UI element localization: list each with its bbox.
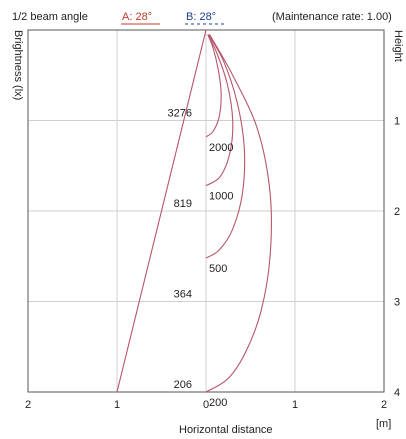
isolux-label-200: 200 bbox=[209, 397, 227, 409]
center-illuminance-206: 206 bbox=[174, 379, 192, 391]
y-axis-left-label: Brightness (lx) bbox=[12, 30, 24, 100]
y-tick-label: 1 bbox=[394, 116, 400, 128]
y-tick-label: 4 bbox=[394, 387, 400, 399]
x-axis-label: Horizontal distance bbox=[179, 424, 273, 436]
isolux-curve-1000 bbox=[206, 35, 233, 186]
center-illuminance-3276: 3276 bbox=[168, 108, 192, 120]
x-axis-unit: [m] bbox=[376, 418, 391, 430]
y-axis-right-label: Height bbox=[392, 30, 404, 62]
y-tick-label: 3 bbox=[394, 297, 400, 309]
isolux-label-2000: 2000 bbox=[209, 142, 233, 154]
maintenance-rate: (Maintenance rate: 1.00) bbox=[272, 11, 392, 23]
x-tick-label: 1 bbox=[292, 399, 298, 411]
beam-b-label: B: 28° bbox=[186, 11, 216, 23]
isolux-label-500: 500 bbox=[209, 263, 227, 275]
y-tick-label: 2 bbox=[394, 206, 400, 218]
x-tick-label: 2 bbox=[25, 399, 31, 411]
center-illuminance-819: 819 bbox=[174, 198, 192, 210]
center-illuminance-364: 364 bbox=[174, 289, 192, 301]
x-tick-label: 2 bbox=[381, 399, 387, 411]
beam-angle-label: 1/2 beam angle bbox=[12, 11, 88, 23]
beam-a-label: A: 28° bbox=[122, 11, 152, 23]
x-tick-label: 1 bbox=[114, 399, 120, 411]
isolux-label-1000: 1000 bbox=[209, 191, 233, 203]
grid bbox=[28, 30, 384, 392]
